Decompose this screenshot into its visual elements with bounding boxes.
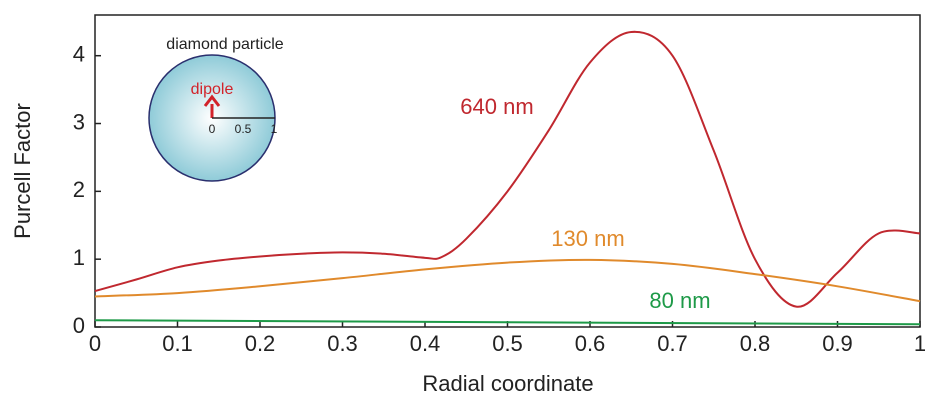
x-tick-label: 0.4 — [410, 331, 441, 356]
series-label: 80 nm — [649, 288, 710, 313]
x-tick-label: 0.7 — [657, 331, 688, 356]
dipole-label: dipole — [191, 81, 234, 98]
y-tick-label: 2 — [73, 177, 85, 202]
x-tick-label: 0.3 — [327, 331, 358, 356]
dipole-arrowhead — [203, 94, 221, 107]
inset: diamond particle dipole 0 0.5 1 — [148, 36, 284, 182]
x-axis-title: Radial coordinate — [422, 371, 593, 396]
x-tick-label: 0.6 — [575, 331, 606, 356]
x-tick-label: 1 — [914, 331, 925, 356]
inset-label: diamond particle — [166, 36, 284, 53]
series-line — [94, 30, 921, 308]
x-tick-label: 0.8 — [740, 331, 771, 356]
scale-label: 0 — [209, 122, 216, 136]
scale-label: 1 — [271, 122, 278, 136]
scale-label: 0.5 — [235, 122, 252, 136]
y-tick-label: 0 — [73, 313, 85, 338]
series-line — [94, 319, 921, 326]
x-tick-label: 0.2 — [245, 331, 276, 356]
x-tick-label: 0.5 — [492, 331, 523, 356]
series-label: 640 nm — [460, 94, 533, 119]
y-axis-title: Purcell Factor — [10, 103, 35, 239]
y-tick-label: 3 — [73, 109, 85, 134]
y-tick-label: 4 — [73, 42, 85, 67]
x-tick-label: 0.1 — [162, 331, 193, 356]
x-tick-label: 0.9 — [822, 331, 853, 356]
y-tick-label: 1 — [73, 245, 85, 270]
series-line — [94, 258, 921, 303]
series-label: 130 nm — [551, 226, 624, 251]
x-tick-label: 0 — [89, 331, 101, 356]
